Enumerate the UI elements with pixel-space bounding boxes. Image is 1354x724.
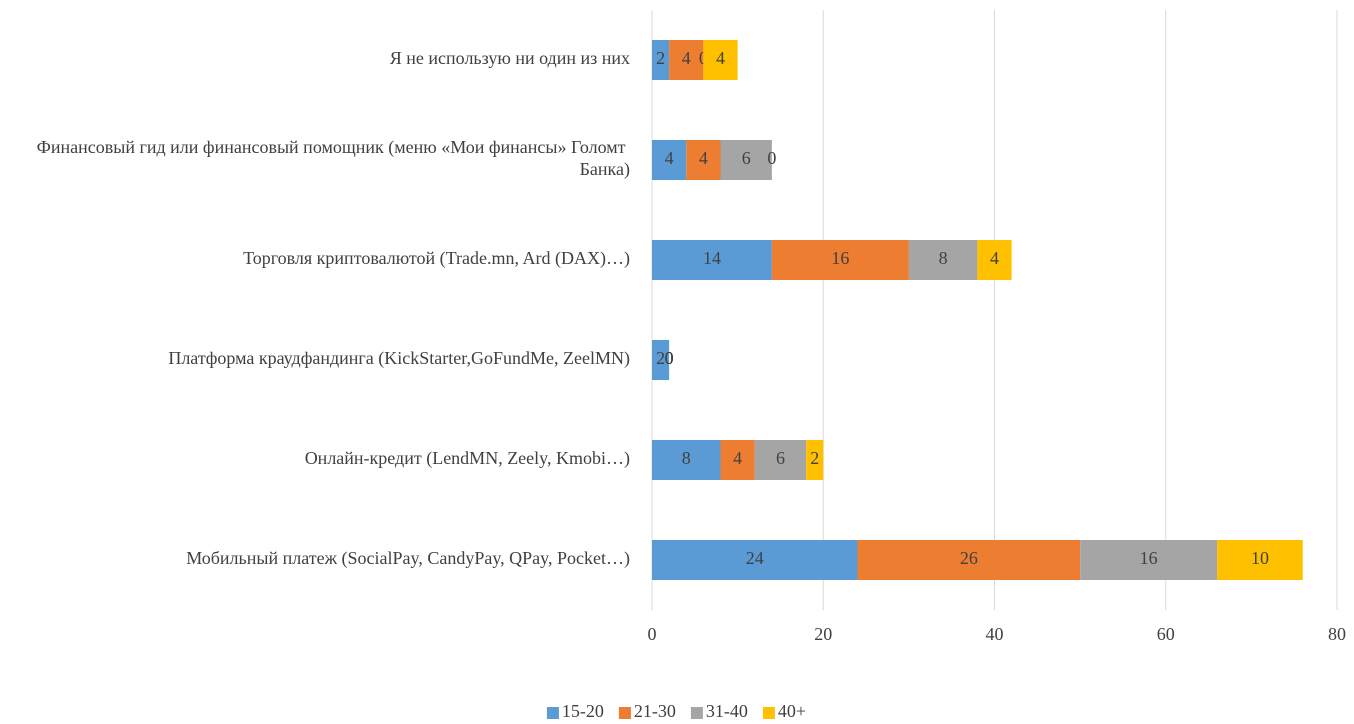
bar <box>1080 540 1218 580</box>
data-label: 8 <box>682 448 691 468</box>
data-label: 14 <box>703 248 721 268</box>
data-label: 4 <box>990 248 999 268</box>
y-tick-label: Мобильный платеж (SocialPay, CandyPay, Q… <box>186 548 630 569</box>
bar <box>754 440 807 480</box>
legend-label: 15-20 <box>562 701 604 721</box>
x-tick-label: 0 <box>648 624 657 644</box>
bar <box>977 240 1012 280</box>
bar <box>652 40 670 80</box>
bar <box>652 140 687 180</box>
x-tick-label: 80 <box>1328 624 1346 644</box>
legend-swatch <box>546 707 559 719</box>
data-label: 4 <box>682 48 691 68</box>
y-tick-label: Финансовый гид или финансовый помощник (… <box>37 137 630 180</box>
data-label: 26 <box>960 548 978 568</box>
legend-swatch <box>762 707 775 719</box>
legend-swatch <box>618 707 631 719</box>
bar <box>652 340 670 380</box>
y-tick-label: Торговля криптовалютой (Trade.mn, Ard (D… <box>243 248 630 269</box>
bar <box>1217 540 1303 580</box>
legend-swatch <box>690 707 703 719</box>
data-label: 4 <box>716 48 725 68</box>
data-label: 6 <box>742 148 751 168</box>
data-label: 2 <box>656 348 665 368</box>
bar <box>703 40 738 80</box>
data-label: 2 <box>656 48 665 68</box>
data-label: 0 <box>665 348 674 368</box>
legend-label: 31-40 <box>706 701 748 721</box>
y-tick-label: Платформа краудфандинга (KickStarter,GoF… <box>168 348 630 369</box>
data-label: 6 <box>776 448 785 468</box>
y-tick-label: Онлайн-кредит (LendMN, Zeely, Kmobi…) <box>305 448 630 469</box>
data-label: 0 <box>767 148 776 168</box>
bar <box>771 240 909 280</box>
bar <box>652 440 721 480</box>
data-label: 16 <box>831 248 849 268</box>
bar <box>806 440 824 480</box>
data-label: 2 <box>810 448 819 468</box>
data-label: 8 <box>939 248 948 268</box>
bar <box>908 240 978 280</box>
bar <box>720 140 772 180</box>
legend-label: 40+ <box>778 701 806 721</box>
y-tick-label: Я не использую ни один из них <box>390 48 630 68</box>
data-label: 16 <box>1140 548 1158 568</box>
data-label: 0 <box>665 348 674 368</box>
data-label: 0 <box>665 348 674 368</box>
x-tick-label: 40 <box>986 624 1004 644</box>
data-label: 10 <box>1251 548 1269 568</box>
x-tick-label: 60 <box>1157 624 1175 644</box>
legend-label: 21-30 <box>634 701 676 721</box>
bar <box>669 40 704 80</box>
data-label: 4 <box>665 148 674 168</box>
x-tick-label: 20 <box>814 624 832 644</box>
bar <box>720 440 755 480</box>
bar <box>652 540 858 580</box>
data-label: 4 <box>699 148 708 168</box>
data-label: 24 <box>746 548 764 568</box>
bar <box>857 540 1081 580</box>
data-label: 4 <box>733 448 742 468</box>
bar <box>686 140 721 180</box>
bar <box>652 240 772 280</box>
